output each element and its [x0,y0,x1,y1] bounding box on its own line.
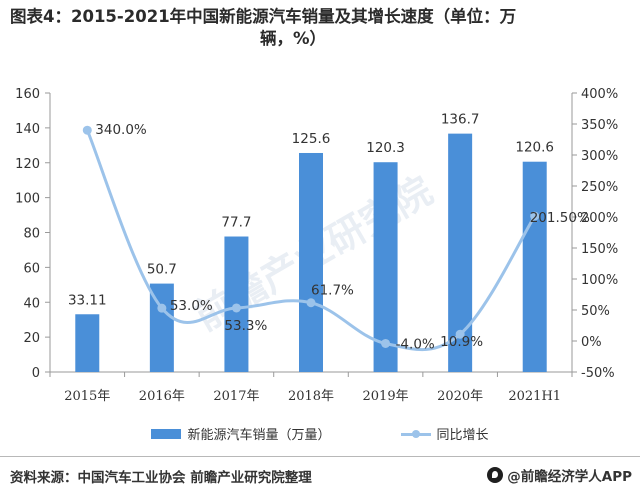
growth-point [157,303,167,313]
left-axis-tick-label: 20 [23,331,40,346]
right-axis-tick-label: 200% [581,211,618,226]
legend-swatch-bar [151,428,182,439]
bar [299,152,323,372]
legend-label-sales: 新能源汽车销量（万量） [187,428,331,443]
legend-label-growth: 同比增长 [436,428,489,443]
right-axis-tick-label: 250% [581,180,618,195]
right-axis-tick-label: -50% [581,366,615,381]
legend-item-sales: 新能源汽车销量（万量） [151,424,331,443]
right-axis-tick-label: 50% [581,304,610,319]
bar-value-label: 33.11 [68,292,107,308]
bar-value-label: 50.7 [147,262,177,278]
right-axis-tick-label: 100% [581,273,618,288]
growth-point [231,303,241,313]
growth-point [530,211,540,221]
left-axis-tick-label: 60 [23,261,40,276]
left-axis-tick-label: 40 [23,296,40,311]
brand-credit: @前瞻经济学人APP [487,465,632,485]
bar [522,161,547,372]
bar-value-label: 120.6 [515,140,554,156]
x-axis-tick-label: 2017年 [213,389,259,404]
right-axis-tick-label: 150% [581,242,618,257]
brand-text: @前瞻经济学人APP [507,469,632,485]
growth-point [455,329,465,339]
chart-title-line1: 图表4：2015-2021年中国新能源汽车销量及其增长速度（单位：万 [10,7,517,26]
bar [75,314,100,372]
bar-value-label: 77.7 [221,215,251,231]
growth-value-label: 53.0% [170,298,213,314]
right-axis-tick-label: 350% [581,118,618,133]
x-axis-tick-label: 2018年 [288,389,334,404]
source-note: 资料来源：中国汽车工业协会 前瞻产业研究院整理 [10,470,312,486]
growth-value-label: 61.7% [311,283,354,299]
x-axis-tick-label: 2019年 [363,389,409,404]
right-axis-tick-label: 0% [581,335,602,350]
x-axis-tick-label: 2020年 [437,389,483,404]
left-axis-tick-label: 80 [23,227,40,242]
growth-value-label: -4.0% [396,336,435,352]
left-axis-tick-label: 140 [15,122,40,137]
footer-divider [0,456,640,457]
growth-value-label: 201.50% [530,210,590,226]
left-axis-tick-label: 0 [32,366,40,381]
right-axis-tick-label: 400% [581,87,618,102]
legend-item-growth: 同比增长 [400,424,489,443]
x-axis-tick-label: 2015年 [64,389,110,404]
bar [373,162,398,372]
right-axis-tick-label: 300% [581,149,618,164]
legend-swatch-line [400,429,431,439]
left-axis-tick-label: 100 [15,192,40,207]
brand-logo-icon [487,467,504,483]
chart-title-line2: 辆，%） [260,29,327,48]
growth-point [82,125,92,135]
left-axis-tick-label: 160 [15,87,40,102]
bar-value-label: 136.7 [441,112,480,128]
x-axis-tick-label: 2021H1 [508,389,561,404]
bar-value-label: 120.3 [366,140,405,156]
growth-point [306,298,316,308]
bar-value-label: 125.6 [292,131,331,147]
growth-value-label: 340.0% [95,122,147,138]
chart-legend: 新能源汽车销量（万量） 同比增长 [0,424,640,443]
growth-value-label: 53.3% [224,318,267,334]
left-axis-tick-label: 120 [15,157,40,172]
growth-value-label: 10.9% [440,334,483,350]
chart-title: 图表4：2015-2021年中国新能源汽车销量及其增长速度（单位：万 辆，%） [10,6,630,50]
x-axis-tick-label: 2016年 [139,389,185,404]
growth-point [381,338,391,348]
